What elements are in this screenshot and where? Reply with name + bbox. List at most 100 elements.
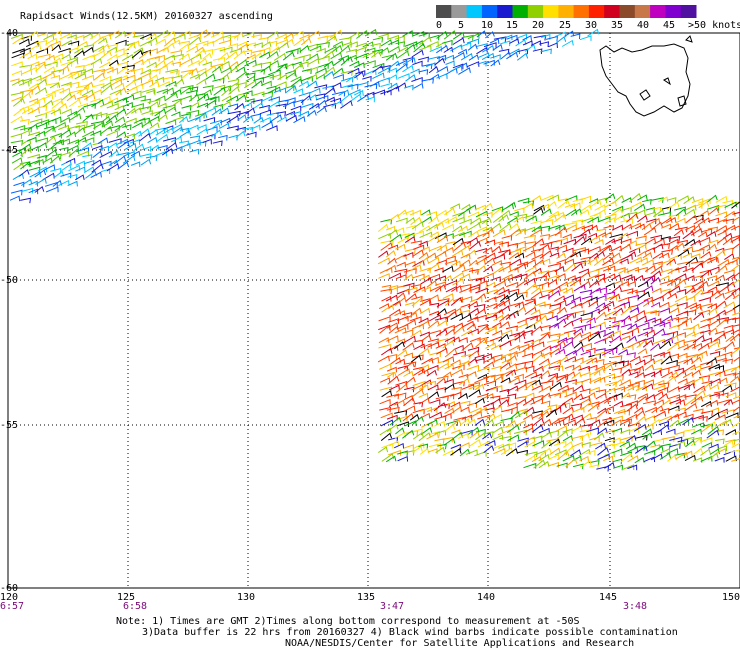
wind-barb bbox=[706, 421, 717, 428]
wind-barb bbox=[538, 410, 550, 420]
wind-barb bbox=[621, 274, 633, 281]
wind-barb bbox=[476, 30, 487, 38]
wind-barb bbox=[537, 314, 548, 323]
wind-barb bbox=[437, 320, 448, 327]
wind-barb bbox=[355, 70, 366, 76]
wind-barb bbox=[691, 414, 704, 421]
wind-barb bbox=[530, 373, 543, 380]
wind-barb bbox=[555, 244, 568, 251]
wind-barb bbox=[122, 94, 135, 102]
wind-barb bbox=[20, 118, 30, 125]
wind-barb bbox=[268, 69, 281, 76]
wind-barb bbox=[692, 203, 703, 209]
wind-barb bbox=[716, 316, 730, 323]
wind-barb bbox=[180, 95, 192, 102]
wind-barb bbox=[333, 73, 344, 80]
wind-barb bbox=[714, 365, 725, 371]
wind-barb bbox=[533, 450, 546, 456]
wind-barb bbox=[731, 256, 740, 260]
wind-barb bbox=[27, 159, 40, 166]
wind-barb bbox=[412, 249, 424, 257]
wind-barb bbox=[140, 68, 152, 75]
wind-barb bbox=[170, 136, 183, 143]
wind-barb bbox=[717, 377, 728, 384]
wind-barb bbox=[435, 283, 447, 292]
wind-barb bbox=[123, 133, 135, 139]
wind-barb bbox=[483, 42, 497, 48]
wind-barb bbox=[235, 130, 246, 139]
wind-barb bbox=[9, 195, 21, 202]
wind-barb bbox=[492, 229, 506, 238]
wind-barb bbox=[411, 297, 424, 307]
wind-barb bbox=[412, 445, 423, 453]
wind-barb bbox=[68, 40, 80, 47]
lon-label: 150 bbox=[722, 592, 740, 603]
wind-barb bbox=[109, 76, 122, 83]
wind-barb bbox=[402, 64, 414, 73]
wind-barb bbox=[58, 47, 71, 54]
wind-barb bbox=[386, 423, 399, 432]
wind-barb bbox=[36, 47, 49, 54]
wind-barb bbox=[573, 384, 584, 392]
wind-barb bbox=[98, 145, 109, 152]
wind-barb bbox=[580, 357, 593, 365]
wind-barb bbox=[388, 318, 400, 324]
wind-barb bbox=[291, 63, 305, 73]
wind-barb bbox=[90, 98, 101, 104]
wind-barb bbox=[186, 109, 200, 116]
wind-barb bbox=[548, 454, 560, 460]
wind-barb bbox=[522, 329, 533, 336]
wind-barb bbox=[317, 63, 329, 69]
wind-barb bbox=[668, 214, 680, 220]
wind-barb bbox=[669, 398, 681, 405]
wind-barb bbox=[620, 452, 634, 463]
wind-barb bbox=[180, 84, 194, 91]
wind-barb bbox=[19, 92, 32, 101]
wind-barb bbox=[426, 280, 438, 288]
wind-barb bbox=[708, 341, 720, 349]
wind-barb bbox=[713, 333, 727, 342]
wind-barb bbox=[474, 397, 485, 405]
wind-barb bbox=[692, 457, 703, 464]
wind-barb bbox=[700, 424, 714, 433]
wind-barb bbox=[379, 398, 391, 405]
wind-barb bbox=[442, 423, 456, 433]
wind-barb bbox=[442, 436, 454, 443]
wind-barb bbox=[523, 413, 534, 421]
wind-barb bbox=[483, 252, 496, 260]
wind-barb bbox=[619, 335, 631, 342]
wind-barb bbox=[204, 99, 217, 108]
wind-barb bbox=[491, 413, 503, 421]
wind-barb bbox=[61, 81, 72, 88]
wind-barb bbox=[12, 97, 25, 107]
wind-barb bbox=[445, 285, 458, 293]
wind-barb bbox=[235, 94, 247, 102]
wind-barb bbox=[132, 77, 143, 84]
wind-barb bbox=[682, 252, 693, 259]
legend-tick: 15 bbox=[506, 20, 518, 31]
wind-barb bbox=[554, 425, 568, 433]
wind-barb bbox=[668, 222, 680, 230]
wind-barb bbox=[564, 312, 575, 320]
wind-barb bbox=[165, 142, 178, 151]
wind-barb bbox=[409, 209, 422, 216]
wind-barb bbox=[355, 42, 367, 49]
wind-barb bbox=[482, 432, 493, 440]
wind-barb bbox=[621, 315, 632, 323]
wind-barb bbox=[507, 434, 520, 442]
wind-barb bbox=[42, 172, 55, 181]
wind-barb bbox=[539, 332, 551, 341]
wind-barb bbox=[412, 230, 424, 237]
wind-barb bbox=[658, 259, 671, 266]
wind-barb bbox=[700, 455, 713, 462]
wind-barb bbox=[685, 256, 699, 266]
wind-barb bbox=[380, 64, 391, 71]
wind-barb bbox=[677, 378, 688, 385]
wind-barb bbox=[530, 338, 541, 345]
wind-barb bbox=[732, 293, 740, 300]
wind-barb bbox=[477, 440, 491, 448]
wind-barb bbox=[380, 288, 393, 295]
wind-barb bbox=[25, 40, 39, 48]
wind-barb bbox=[452, 31, 465, 40]
wind-barb bbox=[117, 140, 130, 149]
